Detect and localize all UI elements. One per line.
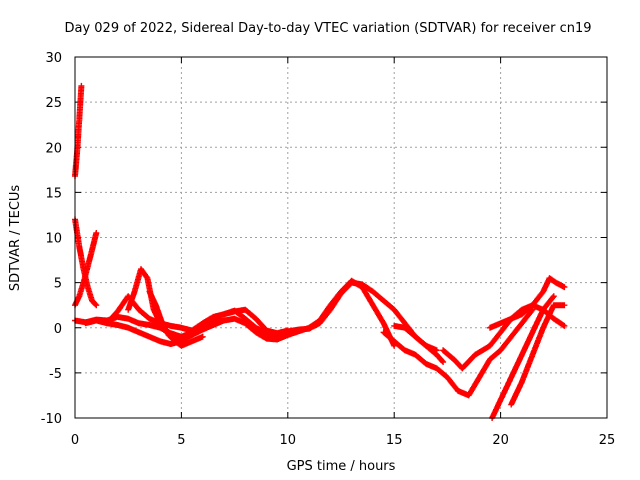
series-track-5 [82,277,398,349]
y-tick-label: 5 [54,277,62,292]
series-track-15 [529,275,568,309]
y-tick-label: 25 [45,96,62,111]
series-track-9 [380,306,536,399]
series-track-10 [391,322,447,365]
plot-frame [74,56,608,419]
plus-marks [508,302,568,408]
series-track-14 [508,302,568,408]
plus-marks [391,322,447,365]
y-tick-label: 30 [45,51,62,66]
x-tick-label: 5 [177,433,185,448]
grid-lines [75,57,607,418]
y-tick-label: 0 [54,322,62,337]
plus-marks [82,277,398,349]
x-axis-label: GPS time / hours [287,459,396,474]
y-tick-label: -5 [49,367,62,382]
x-tick-label: 0 [71,433,79,448]
x-tick-label: 15 [386,433,403,448]
x-tick-label: 10 [280,433,297,448]
series-track-2 [72,216,100,309]
plus-marks [72,82,85,180]
series-track-1 [72,82,85,180]
chart-title: Day 029 of 2022, Sidereal Day-to-day VTE… [64,21,591,36]
y-tick-label: -10 [41,412,62,427]
y-tick-label: 15 [45,186,62,201]
y-axis-label: SDTVAR / TECUs [8,185,23,292]
plus-marks [380,306,536,399]
data-marks [72,82,568,421]
axis-ticks: 0 5 10 15 20 25 -10 -5 0 5 10 15 20 25 30 [41,51,616,448]
plus-marks [72,216,100,309]
series-track-8 [146,288,206,349]
plus-marks [529,275,568,309]
x-tick-label: 20 [492,433,509,448]
y-tick-label: 20 [45,141,62,156]
y-tick-label: 10 [45,232,62,247]
plus-marks [146,288,206,349]
x-tick-label: 25 [599,433,616,448]
